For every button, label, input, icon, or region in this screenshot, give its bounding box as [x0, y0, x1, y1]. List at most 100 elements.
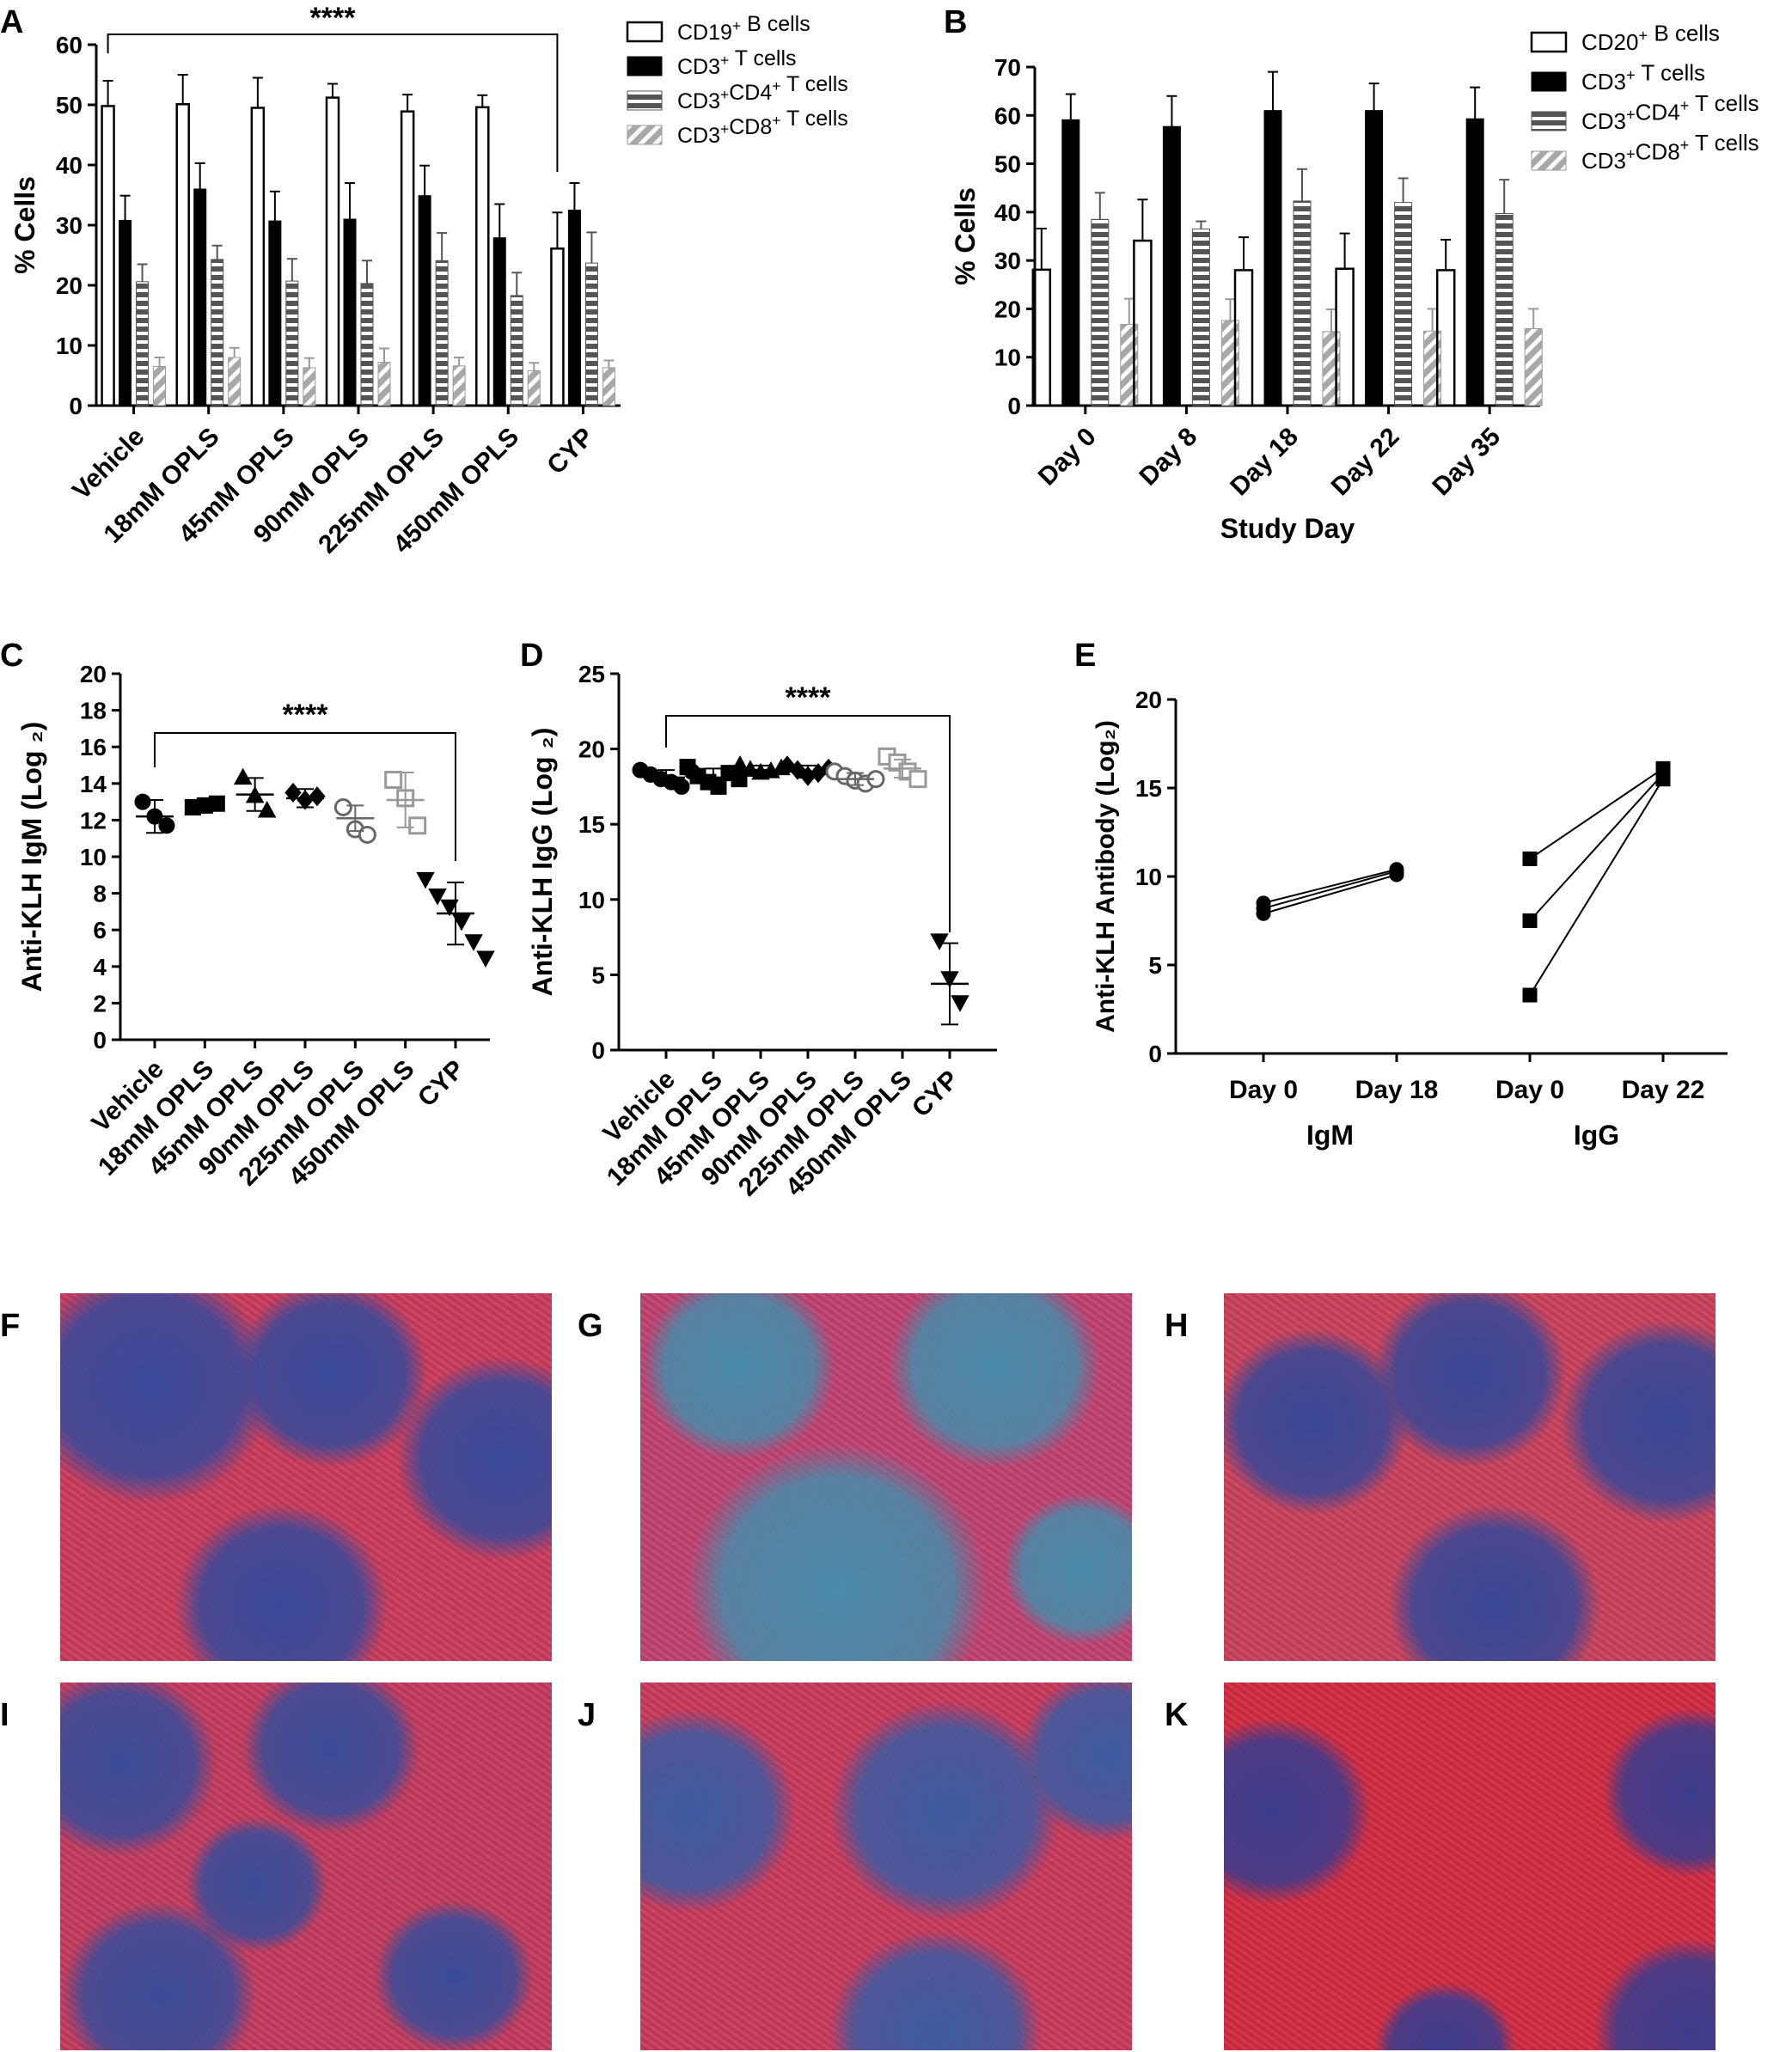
- data-point: [1522, 851, 1538, 866]
- y-tick-label: 15: [578, 811, 605, 838]
- bar: [285, 280, 299, 406]
- data-point: [257, 800, 277, 818]
- y-tick-label: 70: [994, 54, 1021, 81]
- y-tick-label: 0: [1148, 1041, 1162, 1067]
- bar: [136, 281, 150, 406]
- legend-swatch: [1531, 150, 1567, 171]
- pair-line: [1529, 767, 1664, 860]
- bar: [510, 295, 523, 406]
- x-tick-label: Day 18: [1355, 1076, 1439, 1104]
- y-tick-label: 10: [994, 345, 1021, 371]
- bar: [1465, 118, 1484, 406]
- bar: [418, 195, 431, 406]
- bar: [325, 96, 340, 407]
- bar: [1394, 202, 1413, 406]
- data-point: [428, 889, 447, 906]
- bar: [153, 366, 167, 406]
- y-tick-label: 10: [1135, 864, 1162, 890]
- legend-swatch: [1531, 71, 1567, 92]
- x-tick-label: Day 22: [1622, 1076, 1705, 1104]
- panel-letter-d: D: [520, 638, 543, 674]
- y-tick-label: 0: [1007, 393, 1021, 419]
- chart-b-cell-populations-by-day: 0 10 20 30 40 50 60 70 % Cells Day 0 Day 8 Day 18 Da…: [950, 21, 1759, 544]
- data-point: [930, 933, 949, 950]
- data-point: [741, 760, 760, 777]
- data-point: [440, 899, 459, 917]
- data-point: [416, 871, 435, 889]
- histology-panel-f: [60, 1293, 552, 1661]
- bar: [1263, 110, 1282, 406]
- y-tick-label: 50: [56, 92, 83, 119]
- y-tick-label: 2: [93, 990, 107, 1017]
- y-tick-label: 8: [93, 881, 107, 907]
- significance-label: ****: [310, 2, 357, 34]
- bar: [400, 110, 415, 407]
- y-axis-label: Anti-KLH IgM (Log ₂): [16, 722, 47, 992]
- histology-panel-h: [1224, 1293, 1716, 1661]
- y-tick-label: 30: [56, 212, 83, 239]
- group-label: IgM: [1306, 1120, 1354, 1151]
- bar: [1423, 330, 1442, 406]
- bar: [584, 262, 598, 406]
- data-point: [476, 950, 495, 968]
- y-tick-label: 25: [578, 661, 605, 687]
- histology-panel-j: [640, 1683, 1132, 2050]
- bar: [1162, 125, 1181, 406]
- y-tick-label: 60: [56, 32, 83, 58]
- data-point: [134, 793, 151, 810]
- bar: [527, 369, 541, 406]
- data-point: [158, 817, 175, 834]
- y-tick-label: 10: [578, 887, 605, 913]
- data-point: [233, 767, 253, 785]
- x-tick-label: Day 0: [1229, 1076, 1298, 1104]
- y-tick-label: 5: [591, 962, 605, 988]
- legend-swatch: [627, 56, 663, 76]
- data-point: [1522, 913, 1538, 928]
- y-tick-label: 6: [93, 917, 107, 944]
- bar: [1191, 229, 1210, 406]
- data-point: [1389, 867, 1404, 882]
- y-axis-label: % Cells: [9, 176, 40, 274]
- legend-label: CD3+CD4+ T cells: [1581, 90, 1759, 134]
- bar: [1061, 119, 1080, 406]
- x-tick-label: CYP: [541, 423, 599, 480]
- y-tick-label: 18: [80, 698, 107, 724]
- panel-letter-c: C: [0, 638, 23, 674]
- data-point: [384, 771, 403, 790]
- data-point: [452, 913, 471, 931]
- legend-label: CD3+CD8+ T cells: [677, 107, 848, 148]
- legend-swatch: [1530, 31, 1568, 53]
- bar: [377, 362, 391, 406]
- bar: [1524, 328, 1543, 406]
- x-tick-label: Day 35: [1427, 423, 1506, 502]
- histology-panel-k: [1224, 1683, 1716, 2050]
- data-point: [1522, 987, 1538, 1003]
- y-axis-label: Anti-KLH IgG (Log ₂): [527, 728, 558, 997]
- y-tick-label: 50: [994, 151, 1021, 178]
- group-label: IgG: [1574, 1120, 1619, 1151]
- y-tick-label: 0: [591, 1037, 605, 1064]
- bar: [119, 219, 132, 406]
- significance-label: ****: [283, 699, 329, 731]
- bar: [1220, 320, 1239, 406]
- y-tick-label: 16: [80, 734, 107, 760]
- bar: [343, 218, 357, 406]
- data-point: [333, 797, 352, 816]
- y-tick-label: 4: [93, 954, 107, 980]
- x-axis-label: Study Day: [1220, 513, 1355, 544]
- y-axis-label: Anti-KLH Antibody (Log₂): [1092, 720, 1120, 1033]
- pair-line: [1529, 773, 1664, 922]
- bar: [303, 367, 316, 406]
- y-tick-label: 20: [80, 661, 107, 687]
- y-tick-label: 5: [1148, 952, 1162, 979]
- bar: [435, 260, 449, 406]
- legend-label: CD3+CD8+ T cells: [1581, 130, 1759, 174]
- bar: [1091, 218, 1110, 406]
- y-tick-label: 20: [578, 736, 605, 763]
- x-tick-label: CYP: [907, 1066, 964, 1123]
- bar: [193, 188, 207, 406]
